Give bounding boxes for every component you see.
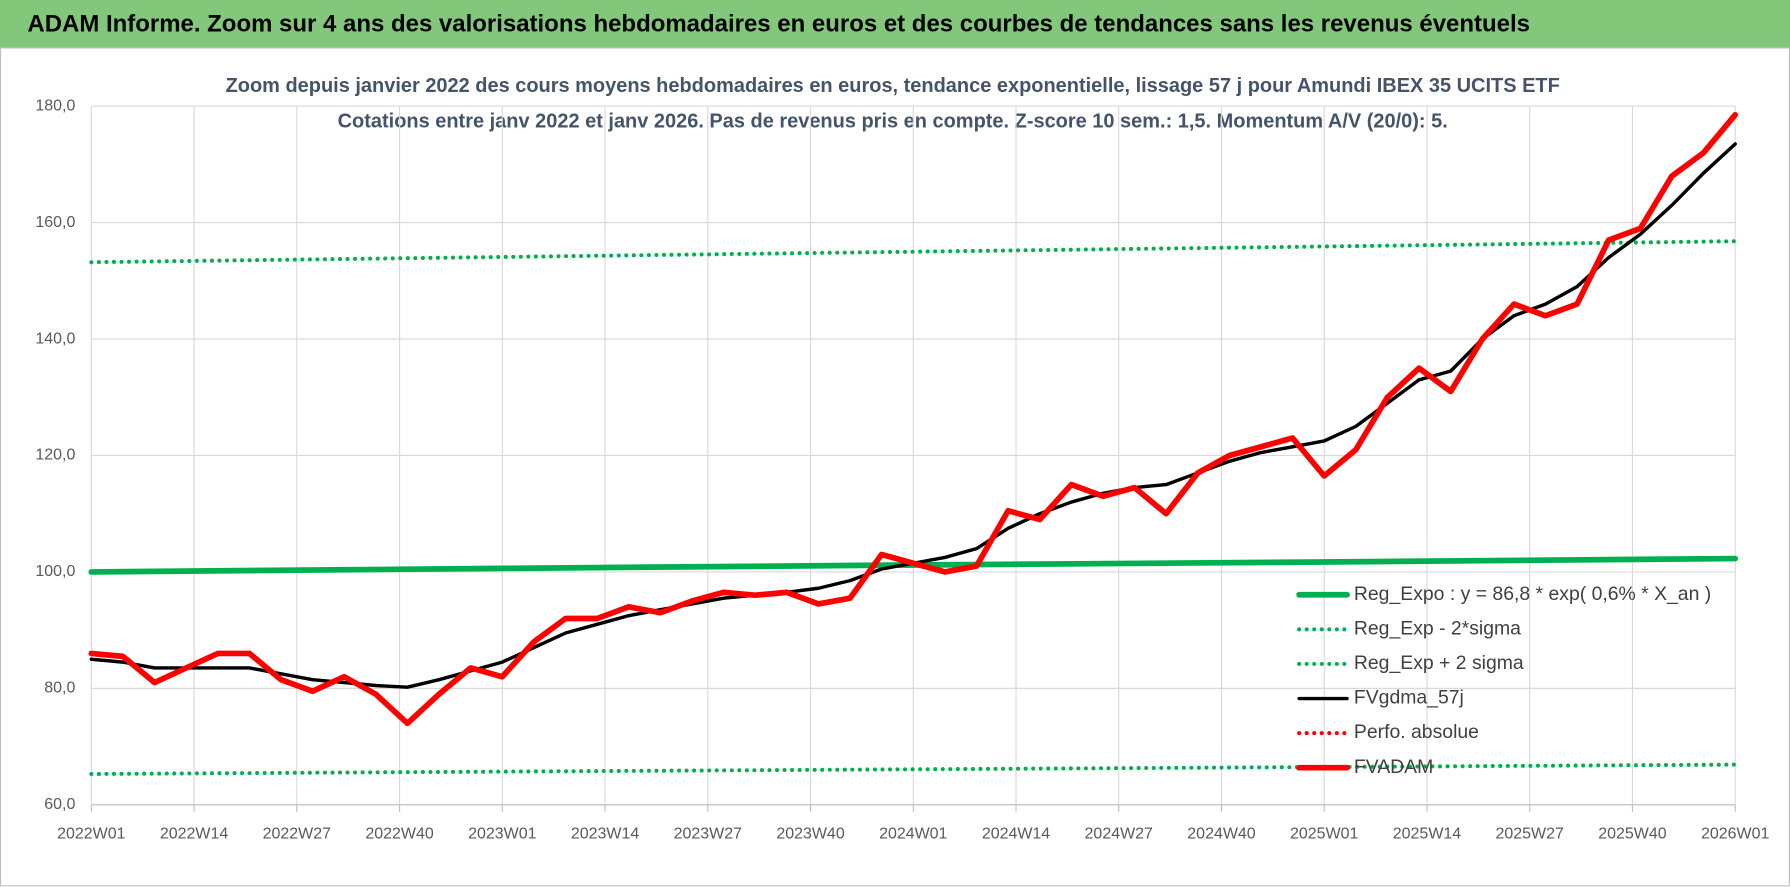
x-tick-label: 2025W40 <box>1598 826 1666 843</box>
x-tick-label: 2024W14 <box>982 826 1050 843</box>
x-tick-label: 2024W40 <box>1187 826 1255 843</box>
y-tick-label: 100,0 <box>35 563 75 580</box>
x-tick-label: 2025W27 <box>1496 826 1564 843</box>
series-line <box>88 111 1739 727</box>
chart-frame <box>0 47 1790 887</box>
y-tick-label: 160,0 <box>35 214 75 231</box>
legend-label: FVADAM <box>1354 756 1433 778</box>
x-tick-label: 2022W01 <box>57 826 125 843</box>
x-tick-label: 2022W14 <box>160 826 228 843</box>
y-tick-label: 120,0 <box>35 447 75 464</box>
legend-label: FVgdma_57j <box>1354 687 1464 709</box>
x-tick-label: 2026W01 <box>1701 826 1769 843</box>
x-tick-label: 2025W01 <box>1290 826 1358 843</box>
x-tick-label: 2023W27 <box>674 826 742 843</box>
x-tick-label: 2024W27 <box>1085 826 1153 843</box>
legend-label: Perfo. absolue <box>1354 721 1479 743</box>
x-tick-label: 2022W27 <box>263 826 331 843</box>
chart-subtitle: Zoom depuis janvier 2022 des cours moyen… <box>226 75 1560 97</box>
x-tick-label: 2023W40 <box>776 826 844 843</box>
x-tick-label: 2024W01 <box>879 826 947 843</box>
legend-label: Reg_Exp + 2 sigma <box>1354 652 1524 674</box>
y-tick-label: 180,0 <box>35 97 75 114</box>
chart-subtitle: Cotations entre janv 2022 et janv 2026. … <box>338 110 1448 132</box>
x-tick-label: 2022W40 <box>365 826 433 843</box>
chart-title: ADAM Informe. Zoom sur 4 ans des valoris… <box>27 10 1530 37</box>
legend-label: Reg_Expo : y = 86,8 * exp( 0,6% * X_an ) <box>1354 583 1711 605</box>
y-tick-label: 80,0 <box>44 680 75 697</box>
x-tick-label: 2025W14 <box>1393 826 1461 843</box>
header-bar <box>0 0 1790 48</box>
y-tick-label: 140,0 <box>35 330 75 347</box>
x-tick-label: 2023W01 <box>468 826 536 843</box>
series-line <box>89 239 1738 265</box>
y-tick-label: 60,0 <box>44 796 75 813</box>
series-line <box>89 762 1738 776</box>
x-tick-label: 2023W14 <box>571 826 639 843</box>
legend-label: Reg_Exp - 2*sigma <box>1354 617 1521 639</box>
